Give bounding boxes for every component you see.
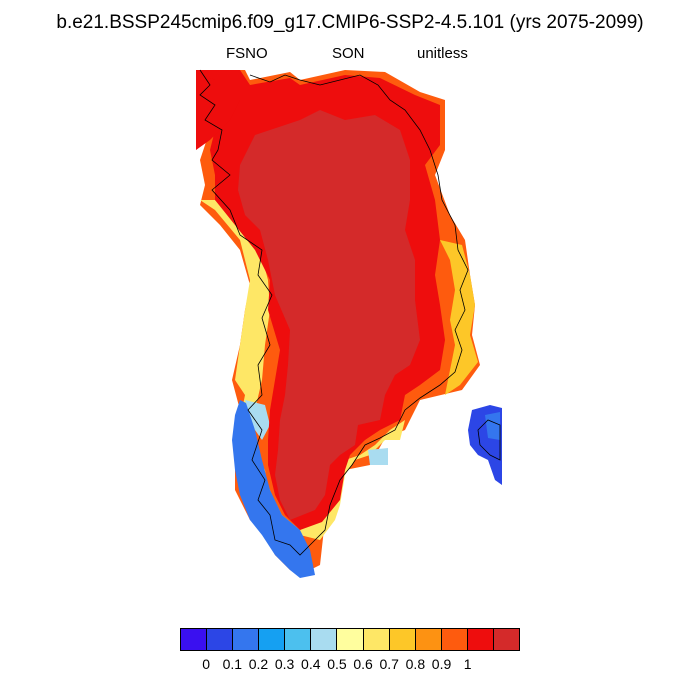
plot-title: b.e21.BSSP245cmip6.f09_g17.CMIP6-SSP2-4.… (56, 12, 644, 33)
colorbar-swatch (284, 628, 311, 651)
colorbar-swatch (440, 628, 467, 651)
colorbar-swatch (336, 628, 363, 651)
colorbar-swatch (258, 628, 285, 651)
colorbar-swatch (414, 628, 441, 651)
map-fill-ice-sheet-interior (238, 110, 420, 520)
colorbar-swatch (180, 628, 207, 651)
colorbar (180, 628, 521, 651)
colorbar-tick-label: 1 (463, 656, 472, 672)
colorbar-swatch (492, 628, 521, 651)
season-label: SON (332, 45, 365, 62)
map-fill-yellow-east (440, 240, 478, 395)
map-fill-lightblue-southeast (368, 448, 388, 465)
coastline-greenland (199, 69, 469, 556)
map-fill-east-island-light (485, 412, 500, 440)
colorbar-swatch (362, 628, 389, 651)
map-fill-blue-south-tip (232, 400, 315, 578)
colorbar-swatch (206, 628, 233, 651)
colorbar-tick-label: 0.8 (405, 656, 426, 672)
colorbar-tick-label: 0.2 (248, 656, 269, 672)
colorbar-tick-label: 0.3 (274, 656, 295, 672)
variable-label: FSNO (226, 45, 268, 62)
colorbar-swatch (466, 628, 493, 651)
map-fill-northwest-patch (196, 72, 240, 150)
colorbar-swatch (310, 628, 337, 651)
colorbar-tick-label: 0.9 (431, 656, 452, 672)
units-label: unitless (417, 45, 468, 62)
colorbar-tick-label: 0 (202, 656, 211, 672)
colorbar-labels: 0 0.1 0.2 0.3 0.4 0.5 0.6 0.7 0.8 0.9 1 (180, 656, 520, 674)
coastline-east-island (477, 419, 501, 461)
map-fill-yellow-coast (200, 200, 405, 540)
colorbar-tick-label: 0.1 (222, 656, 243, 672)
colorbar-swatch (388, 628, 415, 651)
greenland-snow-fraction-map (196, 69, 502, 578)
colorbar-tick-label: 0.5 (327, 656, 347, 672)
colorbar-tick-label: 0.4 (301, 656, 321, 672)
colorbar-tick-label: 0.6 (353, 656, 373, 672)
colorbar-tick-label: 0.7 (379, 656, 399, 672)
map-fill-lightblue-south (245, 400, 270, 440)
colorbar-swatch (232, 628, 259, 651)
